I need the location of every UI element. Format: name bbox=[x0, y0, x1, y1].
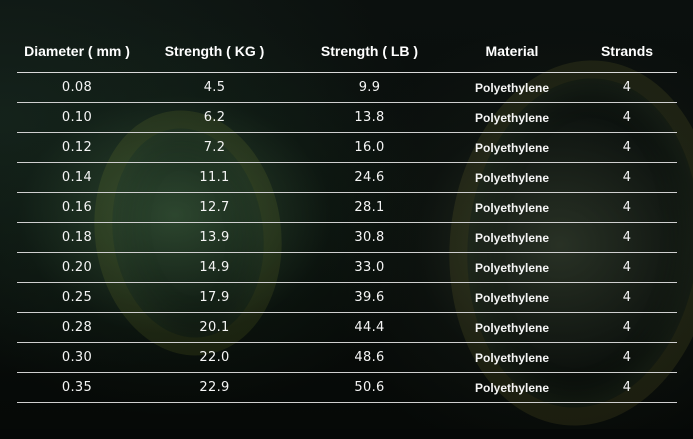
cell-material: Polyethylene bbox=[447, 372, 577, 403]
cell-strength-lb: 16.0 bbox=[292, 132, 447, 163]
header-strength-lb: Strength ( LB ) bbox=[292, 30, 447, 73]
cell-strands: 4 bbox=[577, 222, 677, 253]
cell-material: Polyethylene bbox=[447, 342, 577, 373]
cell-diameter: 0.35 bbox=[17, 372, 137, 403]
cell-strength-kg: 22.9 bbox=[137, 372, 292, 403]
cell-strands: 4 bbox=[577, 132, 677, 163]
cell-material: Polyethylene bbox=[447, 312, 577, 343]
table-row: 0.12 7.2 16.0 Polyethylene 4 bbox=[17, 132, 677, 163]
table-row: 0.25 17.9 39.6 Polyethylene 4 bbox=[17, 282, 677, 313]
cell-strength-lb: 30.8 bbox=[292, 222, 447, 253]
cell-strength-kg: 13.9 bbox=[137, 222, 292, 253]
cell-diameter: 0.25 bbox=[17, 282, 137, 313]
cell-strands: 4 bbox=[577, 102, 677, 133]
cell-diameter: 0.12 bbox=[17, 132, 137, 163]
cell-strength-lb: 24.6 bbox=[292, 162, 447, 193]
table-row: 0.35 22.9 50.6 Polyethylene 4 bbox=[17, 372, 677, 403]
table-row: 0.28 20.1 44.4 Polyethylene 4 bbox=[17, 312, 677, 343]
cell-material: Polyethylene bbox=[447, 282, 577, 313]
cell-strength-kg: 7.2 bbox=[137, 132, 292, 163]
cell-diameter: 0.14 bbox=[17, 162, 137, 193]
cell-diameter: 0.30 bbox=[17, 342, 137, 373]
header-material: Material bbox=[447, 30, 577, 73]
cell-diameter: 0.20 bbox=[17, 252, 137, 283]
cell-strength-kg: 22.0 bbox=[137, 342, 292, 373]
table-row: 0.14 11.1 24.6 Polyethylene 4 bbox=[17, 162, 677, 193]
cell-material: Polyethylene bbox=[447, 222, 577, 253]
cell-strands: 4 bbox=[577, 192, 677, 223]
cell-strength-kg: 4.5 bbox=[137, 72, 292, 103]
cell-strength-lb: 44.4 bbox=[292, 312, 447, 343]
cell-material: Polyethylene bbox=[447, 192, 577, 223]
cell-material: Polyethylene bbox=[447, 72, 577, 103]
cell-strands: 4 bbox=[577, 372, 677, 403]
cell-material: Polyethylene bbox=[447, 132, 577, 163]
cell-material: Polyethylene bbox=[447, 252, 577, 283]
header-strands: Strands bbox=[577, 30, 677, 73]
spec-table: Diameter ( mm ) Strength ( KG ) Strength… bbox=[17, 30, 677, 403]
header-diameter: Diameter ( mm ) bbox=[17, 30, 137, 73]
cell-strands: 4 bbox=[577, 162, 677, 193]
cell-strands: 4 bbox=[577, 282, 677, 313]
cell-diameter: 0.10 bbox=[17, 102, 137, 133]
cell-strength-lb: 9.9 bbox=[292, 72, 447, 103]
cell-diameter: 0.16 bbox=[17, 192, 137, 223]
table-row: 0.16 12.7 28.1 Polyethylene 4 bbox=[17, 192, 677, 223]
table-row: 0.08 4.5 9.9 Polyethylene 4 bbox=[17, 72, 677, 103]
cell-strands: 4 bbox=[577, 72, 677, 103]
cell-diameter: 0.28 bbox=[17, 312, 137, 343]
cell-strength-lb: 33.0 bbox=[292, 252, 447, 283]
table-row: 0.30 22.0 48.6 Polyethylene 4 bbox=[17, 342, 677, 373]
cell-strength-lb: 50.6 bbox=[292, 372, 447, 403]
cell-strands: 4 bbox=[577, 312, 677, 343]
cell-strength-kg: 20.1 bbox=[137, 312, 292, 343]
cell-material: Polyethylene bbox=[447, 102, 577, 133]
cell-material: Polyethylene bbox=[447, 162, 577, 193]
spec-table-header: Diameter ( mm ) Strength ( KG ) Strength… bbox=[17, 30, 677, 73]
cell-strength-lb: 28.1 bbox=[292, 192, 447, 223]
cell-strength-lb: 48.6 bbox=[292, 342, 447, 373]
cell-strength-kg: 17.9 bbox=[137, 282, 292, 313]
table-row: 0.18 13.9 30.8 Polyethylene 4 bbox=[17, 222, 677, 253]
cell-diameter: 0.08 bbox=[17, 72, 137, 103]
cell-strands: 4 bbox=[577, 252, 677, 283]
spec-table-container: Diameter ( mm ) Strength ( KG ) Strength… bbox=[17, 30, 677, 403]
cell-strength-kg: 6.2 bbox=[137, 102, 292, 133]
header-strength-kg: Strength ( KG ) bbox=[137, 30, 292, 73]
cell-strength-kg: 14.9 bbox=[137, 252, 292, 283]
cell-strength-kg: 11.1 bbox=[137, 162, 292, 193]
cell-strength-kg: 12.7 bbox=[137, 192, 292, 223]
table-row: 0.10 6.2 13.8 Polyethylene 4 bbox=[17, 102, 677, 133]
cell-strength-lb: 39.6 bbox=[292, 282, 447, 313]
cell-diameter: 0.18 bbox=[17, 222, 137, 253]
cell-strands: 4 bbox=[577, 342, 677, 373]
header-row: Diameter ( mm ) Strength ( KG ) Strength… bbox=[17, 30, 677, 73]
cell-strength-lb: 13.8 bbox=[292, 102, 447, 133]
table-row: 0.20 14.9 33.0 Polyethylene 4 bbox=[17, 252, 677, 283]
spec-table-body: 0.08 4.5 9.9 Polyethylene 4 0.10 6.2 13.8 Polyet… bbox=[17, 72, 677, 403]
